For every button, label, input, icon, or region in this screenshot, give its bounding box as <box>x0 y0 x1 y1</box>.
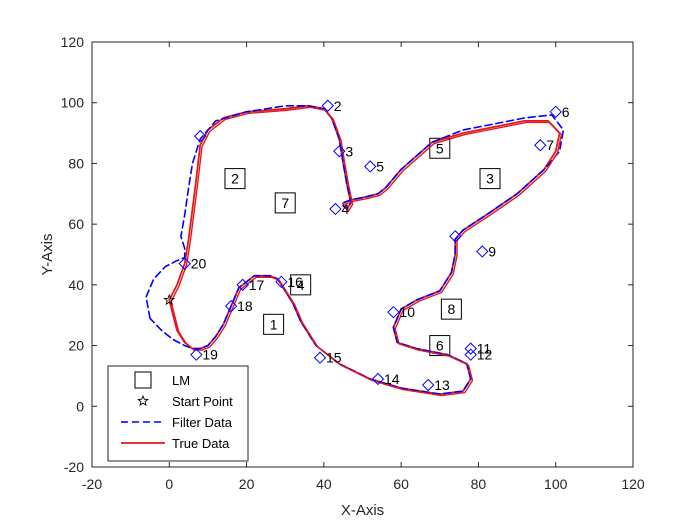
landmark-box <box>290 274 312 296</box>
landmark-label: 7 <box>281 195 289 211</box>
y-tick-label: -20 <box>64 459 84 475</box>
y-axis-label: Y-Axis <box>39 234 56 276</box>
waypoint-label: 13 <box>434 377 450 393</box>
waypoint-diamond <box>364 160 377 173</box>
y-tick-label: 20 <box>68 338 84 354</box>
waypoint-diamond <box>178 257 191 270</box>
true-data-line <box>168 104 561 395</box>
x-tick-label: 20 <box>239 476 255 492</box>
waypoint-diamond <box>236 278 249 292</box>
waypoint-diamond <box>275 275 288 289</box>
x-axis-label: X-Axis <box>341 502 384 519</box>
x-tick-label: 100 <box>544 476 568 492</box>
waypoint-label: 19 <box>202 347 218 363</box>
waypoint-diamond <box>534 139 547 152</box>
x-tick-label: 60 <box>393 476 409 492</box>
x-tick-label: 0 <box>165 476 173 492</box>
legend-start-marker <box>137 394 149 406</box>
waypoint-diamond <box>193 129 207 143</box>
x-tick-label: 80 <box>471 476 487 492</box>
waypoint-label: 7 <box>546 137 554 153</box>
waypoint-diamond <box>224 299 238 313</box>
y-tick-label: 40 <box>68 277 84 293</box>
waypoint-label: 12 <box>477 347 493 363</box>
waypoint-diamond <box>464 348 477 361</box>
landmark-label: 3 <box>486 171 494 187</box>
waypoint-diamond <box>371 372 385 386</box>
legend-entry-label: LM <box>172 373 190 388</box>
landmark-box <box>224 168 246 190</box>
axes-box <box>91 41 634 468</box>
landmark-label: 4 <box>297 277 305 293</box>
waypoint-label: 18 <box>237 298 253 314</box>
waypoint-diamond <box>421 378 435 392</box>
waypoint-label: 14 <box>384 371 400 387</box>
y-tick-label: 60 <box>68 216 84 232</box>
true-data-line-repeat <box>170 106 563 397</box>
waypoint-label: 15 <box>326 350 342 366</box>
landmark-box <box>263 313 285 335</box>
waypoint-label: 2 <box>334 98 342 114</box>
y-tick-label: 0 <box>76 398 84 414</box>
waypoint-diamond <box>464 342 477 355</box>
y-tick-label: 100 <box>61 95 85 111</box>
y-tick-label: 80 <box>68 155 84 171</box>
waypoint-label: 9 <box>488 243 496 259</box>
waypoint-diamond <box>476 245 489 258</box>
filter-data-line <box>145 105 565 395</box>
legend-entry-label: True Data <box>172 436 230 451</box>
waypoint-diamond <box>190 348 203 361</box>
start-point-star <box>163 293 176 306</box>
landmark-label: 2 <box>231 171 239 187</box>
legend-entry-label: Start Point <box>172 394 233 409</box>
legend-entry-label: Filter Data <box>172 415 233 430</box>
legend-landmark-marker <box>134 371 152 389</box>
waypoint-label: 16 <box>287 274 303 290</box>
waypoint-label: 20 <box>191 256 207 272</box>
waypoint-label: 6 <box>562 104 570 120</box>
waypoint-label: 5 <box>376 158 384 174</box>
landmark-box <box>479 168 501 190</box>
legend-box <box>107 365 249 462</box>
waypoint-label: 10 <box>399 304 415 320</box>
landmark-label: 1 <box>270 316 278 332</box>
waypoint-diamond <box>313 351 327 364</box>
waypoint-label: 11 <box>477 341 492 357</box>
landmark-box <box>440 298 462 320</box>
legend: LM Start Point Filter Data True Data <box>107 365 249 462</box>
waypoint-diamond <box>449 230 462 243</box>
landmark-box <box>429 335 451 357</box>
y-tick-label: 120 <box>61 34 85 50</box>
waypoint-label: 17 <box>249 277 265 293</box>
waypoint-label: 4 <box>341 201 349 217</box>
x-tick-label: 120 <box>621 476 645 492</box>
waypoint-label: 3 <box>345 143 353 159</box>
x-tick-label: -20 <box>82 476 102 492</box>
landmark-box <box>274 192 296 214</box>
waypoint-diamond <box>549 105 562 119</box>
landmark-label: 8 <box>447 301 455 317</box>
landmark-label: 6 <box>436 338 444 354</box>
x-tick-label: 40 <box>316 476 332 492</box>
waypoint-diamond <box>321 99 334 112</box>
waypoint-diamond <box>333 145 346 158</box>
waypoint-diamond <box>387 305 400 319</box>
waypoint-diamond <box>329 202 342 216</box>
landmark-label: 5 <box>436 140 444 156</box>
